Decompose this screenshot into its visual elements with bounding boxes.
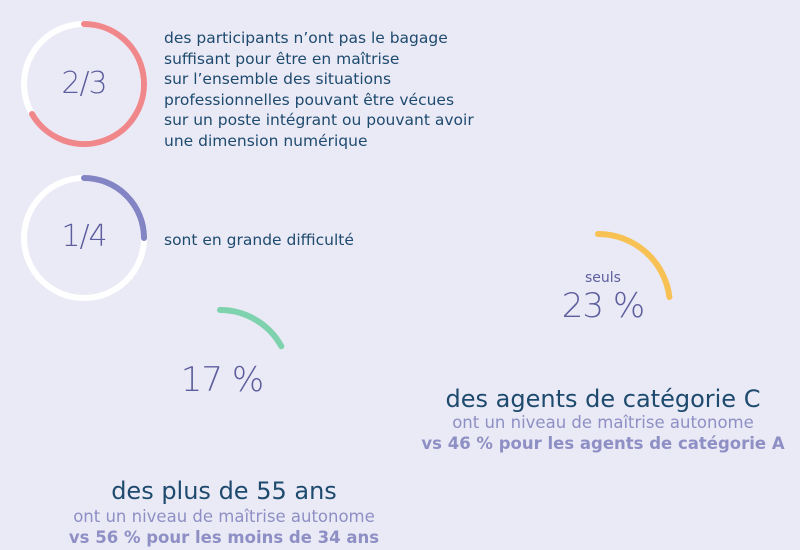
percent-17: 17 % <box>180 360 264 400</box>
ring-1-4-arc <box>81 175 147 241</box>
stat-1-4-text: sont en grande difficulté <box>164 230 354 251</box>
comparison-categorie-a: vs 46 % pour les agents de catégorie A <box>421 434 785 453</box>
stat-2-3-text: des participants n’ont pas le bagage suf… <box>164 28 474 151</box>
percent-23: 23 % <box>561 286 645 326</box>
text-line: suffisant pour être en maîtrise <box>164 49 400 68</box>
heading-categorie-c: des agents de catégorie C <box>445 385 761 413</box>
heading-plus-55-ans: des plus de 55 ans <box>111 477 337 505</box>
arc-23-percent <box>595 231 673 300</box>
text-line: des participants n’ont pas le bagage <box>164 29 448 47</box>
text-line: professionnelles pouvant être vécues <box>164 90 455 109</box>
arc-17-percent <box>217 307 285 350</box>
text-line: sur l’ensemble des situations <box>164 70 392 88</box>
comparison-moins-34-ans: vs 56 % pour les moins de 34 ans <box>68 528 380 547</box>
fraction-1-4: 1/4 <box>61 219 107 254</box>
subtitle-maitrise: ont un niveau de maîtrise autonome <box>452 413 754 432</box>
label-seuls: seuls <box>585 270 621 286</box>
subtitle-maitrise: ont un niveau de maîtrise autonome <box>73 507 375 526</box>
text-line: sur un poste intégrant ou pouvant avoir <box>164 111 474 129</box>
text-line: une dimension numérique <box>164 131 368 150</box>
text-line: sont en grande difficulté <box>164 231 354 249</box>
ring-2-3-arc <box>29 21 147 147</box>
fraction-2-3: 2/3 <box>61 66 107 101</box>
